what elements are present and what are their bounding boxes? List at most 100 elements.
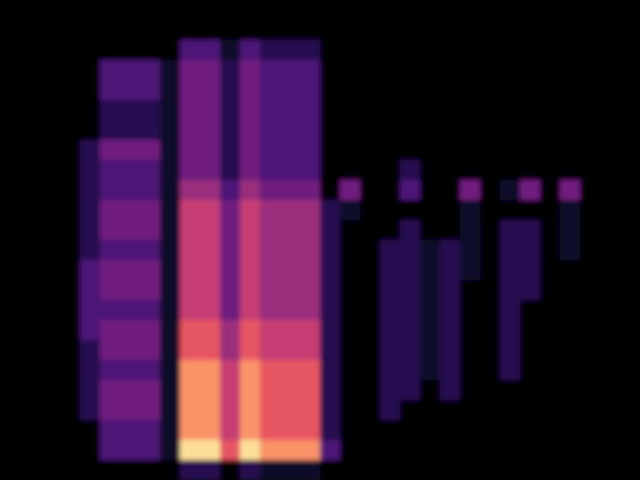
cell (580, 260, 601, 281)
cell (40, 340, 61, 361)
cell (100, 120, 121, 141)
cell (380, 300, 401, 321)
cell (40, 80, 61, 101)
cell (440, 300, 461, 321)
cell (140, 360, 161, 381)
cell (20, 320, 41, 341)
cell (200, 140, 221, 161)
cell (300, 180, 321, 201)
cell (80, 260, 101, 281)
cell (500, 280, 521, 301)
cell (400, 20, 421, 41)
cell (320, 280, 341, 301)
cell (560, 280, 581, 301)
cell (520, 60, 541, 81)
cell (20, 400, 41, 421)
cell (380, 100, 401, 121)
cell (240, 140, 261, 161)
cell (320, 360, 341, 381)
cell (360, 160, 381, 181)
cell (60, 100, 81, 121)
cell (160, 40, 181, 61)
cell (140, 340, 161, 361)
cell (20, 0, 41, 21)
cell (80, 0, 101, 21)
cell (600, 0, 621, 21)
cell (20, 120, 41, 141)
cell (220, 140, 241, 161)
cell (480, 60, 501, 81)
cell (160, 280, 181, 301)
cell (440, 140, 461, 161)
cell (180, 320, 201, 341)
cell (60, 140, 81, 161)
cell (60, 40, 81, 61)
cell (20, 300, 41, 321)
cell (100, 440, 121, 461)
cell (140, 280, 161, 301)
cell (200, 440, 221, 461)
cell (400, 340, 421, 361)
cell (360, 220, 381, 241)
cell (300, 460, 321, 480)
cell (100, 140, 121, 161)
cell (260, 420, 281, 441)
cell (240, 200, 261, 221)
cell (100, 160, 121, 181)
cell (140, 160, 161, 181)
cell (60, 60, 81, 81)
cell (320, 400, 341, 421)
cell (120, 180, 141, 201)
cell (20, 240, 41, 261)
cell (100, 460, 121, 480)
cell (460, 460, 481, 480)
cell (580, 200, 601, 221)
cell (320, 260, 341, 281)
cell (540, 200, 561, 221)
cell (280, 40, 301, 61)
cell (120, 300, 141, 321)
cell (140, 400, 161, 421)
cell (420, 260, 441, 281)
cell (20, 80, 41, 101)
cell (420, 80, 441, 101)
cell (100, 300, 121, 321)
cell (300, 220, 321, 241)
cell (580, 440, 601, 461)
cell (500, 240, 521, 261)
cell (340, 300, 361, 321)
cell (500, 100, 521, 121)
cell (520, 360, 541, 381)
cell (180, 160, 201, 181)
cell (80, 460, 101, 480)
cell (20, 260, 41, 281)
cell (200, 0, 221, 21)
cell (400, 320, 421, 341)
cell (520, 300, 541, 321)
cell (140, 200, 161, 221)
cell (420, 320, 441, 341)
cell (520, 100, 541, 121)
cell (500, 140, 521, 161)
cell (380, 420, 401, 441)
cell (380, 60, 401, 81)
cell (180, 140, 201, 161)
cell (280, 120, 301, 141)
cell (440, 400, 461, 421)
cell (180, 400, 201, 421)
cell (280, 180, 301, 201)
cell (40, 360, 61, 381)
cell (600, 260, 621, 281)
cell (120, 400, 141, 421)
cell (340, 160, 361, 181)
cell (480, 420, 501, 441)
cell (140, 80, 161, 101)
cell (300, 160, 321, 181)
cell (500, 80, 521, 101)
cell (20, 140, 41, 161)
cell (540, 240, 561, 261)
cell (600, 100, 621, 121)
cell (460, 0, 481, 21)
cell (280, 220, 301, 241)
cell (360, 60, 381, 81)
